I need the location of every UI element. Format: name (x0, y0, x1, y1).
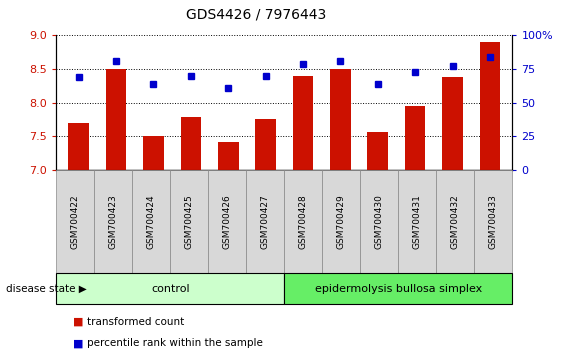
Text: GSM700426: GSM700426 (223, 194, 232, 249)
Bar (480, 42, 500, 170)
Text: GSM700430: GSM700430 (375, 194, 384, 249)
Text: GSM700431: GSM700431 (413, 194, 422, 249)
Bar (218, 142, 239, 170)
Text: GSM700428: GSM700428 (299, 194, 308, 249)
Text: disease state ▶: disease state ▶ (6, 284, 86, 293)
Text: percentile rank within the sample: percentile rank within the sample (87, 338, 263, 348)
Text: GSM700433: GSM700433 (489, 194, 498, 249)
Bar (181, 118, 201, 170)
Text: ■: ■ (73, 317, 87, 327)
Bar (330, 69, 351, 170)
Text: ■: ■ (73, 338, 87, 348)
Bar (69, 123, 89, 170)
Text: GSM700429: GSM700429 (337, 194, 346, 249)
Bar (293, 76, 313, 170)
Bar (405, 106, 426, 170)
Text: epidermolysis bullosa simplex: epidermolysis bullosa simplex (315, 284, 482, 293)
Text: GSM700425: GSM700425 (185, 194, 194, 249)
Text: control: control (151, 284, 190, 293)
Text: GSM700432: GSM700432 (451, 194, 460, 249)
Bar (368, 132, 388, 170)
Text: GSM700427: GSM700427 (261, 194, 270, 249)
Text: GSM700422: GSM700422 (71, 194, 80, 249)
Bar (256, 119, 276, 170)
Bar (106, 69, 126, 170)
Text: GDS4426 / 7976443: GDS4426 / 7976443 (186, 7, 327, 21)
Bar (143, 136, 164, 170)
Bar (443, 77, 463, 170)
Text: GSM700424: GSM700424 (147, 194, 156, 249)
Text: GSM700423: GSM700423 (109, 194, 118, 249)
Text: transformed count: transformed count (87, 317, 185, 327)
